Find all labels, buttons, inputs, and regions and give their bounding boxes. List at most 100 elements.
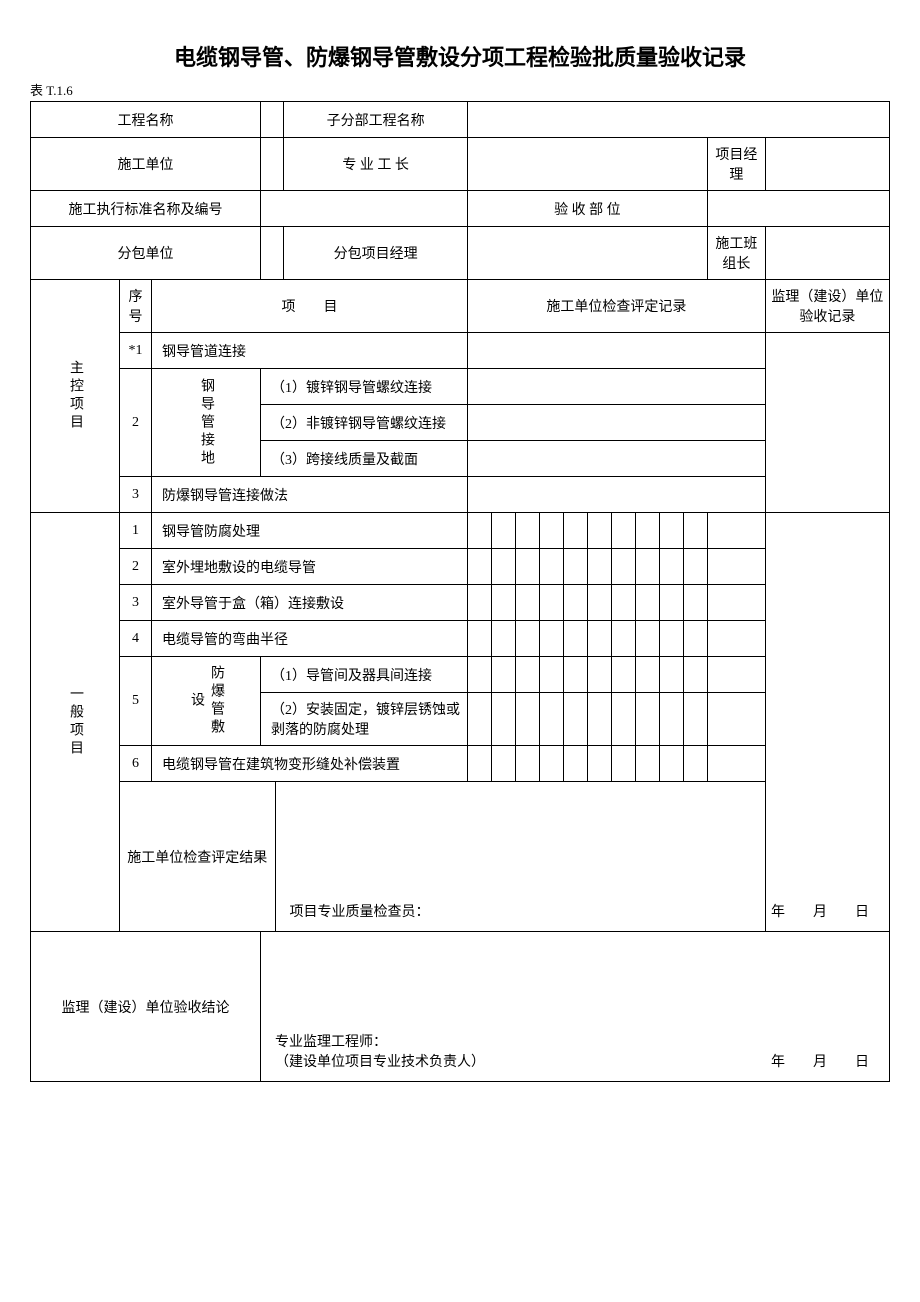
gen-r4-c10 [683, 621, 707, 657]
gen-r2-c5 [563, 549, 587, 585]
gen-r1-c9 [659, 513, 683, 549]
gen-r5-no: 5 [120, 657, 152, 746]
label-supervision-record: 监理（建设）单位验收记录 [765, 280, 889, 333]
supervision-conclusion-cell: 专业监理工程师： （建设单位项目专业技术负责人） 年 月 日 [261, 932, 890, 1082]
gen-r6-c1 [467, 746, 491, 782]
gen-r3-text: 室外导管于盒（箱）连接敷设 [152, 585, 468, 621]
gen-r6-c10 [683, 746, 707, 782]
main-r2-3-val [467, 441, 765, 477]
value-acceptance-unit [707, 191, 889, 227]
gen-r2-c4 [539, 549, 563, 585]
label-sub-pm: 分包项目经理 [284, 227, 468, 280]
gen-r3-c3 [515, 585, 539, 621]
gen-r5-2-c1 [467, 693, 491, 746]
main-r1-no: *1 [120, 333, 152, 369]
gen-r3-eval [707, 585, 765, 621]
gen-r6-c2 [491, 746, 515, 782]
label-subcontractor: 分包单位 [31, 227, 261, 280]
main-r2-label: 钢导管接地 [152, 369, 261, 477]
gen-r3-c8 [635, 585, 659, 621]
gen-r4-c2 [491, 621, 515, 657]
main-r1-text: 钢导管道连接 [152, 333, 468, 369]
gen-r1-c6 [587, 513, 611, 549]
value-foreman [467, 138, 707, 191]
gen-r3-no: 3 [120, 585, 152, 621]
gen-r5-2-c3 [515, 693, 539, 746]
gen-r1-c4 [539, 513, 563, 549]
gen-r4-c4 [539, 621, 563, 657]
main-r2-1: （1）镀锌钢导管螺纹连接 [261, 369, 468, 405]
value-subpart [467, 102, 889, 138]
label-main-items: 主控项目 [31, 280, 120, 513]
gen-r2-c1 [467, 549, 491, 585]
gen-r5-1-c1 [467, 657, 491, 693]
gen-r5-1-c6 [587, 657, 611, 693]
gen-r5-2-c4 [539, 693, 563, 746]
gen-r1-eval [707, 513, 765, 549]
gen-r2-no: 2 [120, 549, 152, 585]
label-supervision-conclusion: 监理（建设）单位验收结论 [31, 932, 261, 1082]
gen-r5-2-c5 [563, 693, 587, 746]
gen-r6-c9 [659, 746, 683, 782]
gen-r4-c5 [563, 621, 587, 657]
gen-r6-c8 [635, 746, 659, 782]
gen-r4-c8 [635, 621, 659, 657]
gen-r5-2-eval [707, 693, 765, 746]
label-acceptance-unit: 验 收 部 位 [467, 191, 707, 227]
gen-r6-text: 电缆钢导管在建筑物变形缝处补偿装置 [152, 746, 468, 782]
gen-r5-label: 防爆管敷设 [152, 657, 261, 746]
gen-r2-c7 [611, 549, 635, 585]
gen-r6-no: 6 [120, 746, 152, 782]
gen-r1-c1 [467, 513, 491, 549]
gen-r5-1-eval [707, 657, 765, 693]
gen-r6-c7 [611, 746, 635, 782]
inspection-table: 工程名称 子分部工程名称 施工单位 专 业 工 长 项目经理 施工执行标准名称及… [30, 101, 890, 1082]
gen-r2-c2 [491, 549, 515, 585]
value-sub-pm [467, 227, 707, 280]
gen-r5-1-c9 [659, 657, 683, 693]
label-construction-unit: 施工单位 [31, 138, 261, 191]
gen-r3-c1 [467, 585, 491, 621]
gen-r3-c9 [659, 585, 683, 621]
gen-r5-2-c2 [491, 693, 515, 746]
label-inspection-record: 施工单位检查评定记录 [467, 280, 765, 333]
value-team-leader [765, 227, 889, 280]
gen-r5-1-c3 [515, 657, 539, 693]
gen-r5-1-c10 [683, 657, 707, 693]
gen-r5-2: （2）安装固定，镀锌层锈蚀或剥落的防腐处理 [261, 693, 468, 746]
gen-r3-c5 [563, 585, 587, 621]
gen-r3-c4 [539, 585, 563, 621]
gen-r4-no: 4 [120, 621, 152, 657]
label-project-name: 工程名称 [31, 102, 261, 138]
value-standard [261, 191, 468, 227]
gen-r1-text: 钢导管防腐处理 [152, 513, 468, 549]
main-r3-no: 3 [120, 477, 152, 513]
gen-r1-c7 [611, 513, 635, 549]
supervisor-label1: 专业监理工程师： [275, 1031, 875, 1051]
gen-r5-1-c4 [539, 657, 563, 693]
gen-r2-c10 [683, 549, 707, 585]
gen-r2-c8 [635, 549, 659, 585]
value-pm [765, 138, 889, 191]
main-r2-2: （2）非镀锌钢导管螺纹连接 [261, 405, 468, 441]
label-item: 项 目 [152, 280, 468, 333]
inspection-date: 年 月 日 [771, 901, 869, 921]
main-r1-val [467, 333, 765, 369]
main-r2-3: （3）跨接线质量及截面 [261, 441, 468, 477]
value-project-name [261, 102, 284, 138]
gen-r1-c3 [515, 513, 539, 549]
gen-r4-c6 [587, 621, 611, 657]
gen-r2-eval [707, 549, 765, 585]
gen-r6-c6 [587, 746, 611, 782]
main-r2-1-val [467, 369, 765, 405]
gen-r3-c2 [491, 585, 515, 621]
gen-r5-2-c9 [659, 693, 683, 746]
table-number: 表 T.1.6 [30, 80, 890, 99]
gen-r4-text: 电缆导管的弯曲半径 [152, 621, 468, 657]
gen-r1-c10 [683, 513, 707, 549]
main-supervision [765, 333, 889, 513]
value-construction-unit [261, 138, 284, 191]
document-title: 电缆钢导管、防爆钢导管敷设分项工程检验批质量验收记录 [30, 40, 890, 72]
gen-r3-c6 [587, 585, 611, 621]
gen-r2-text: 室外埋地敷设的电缆导管 [152, 549, 468, 585]
